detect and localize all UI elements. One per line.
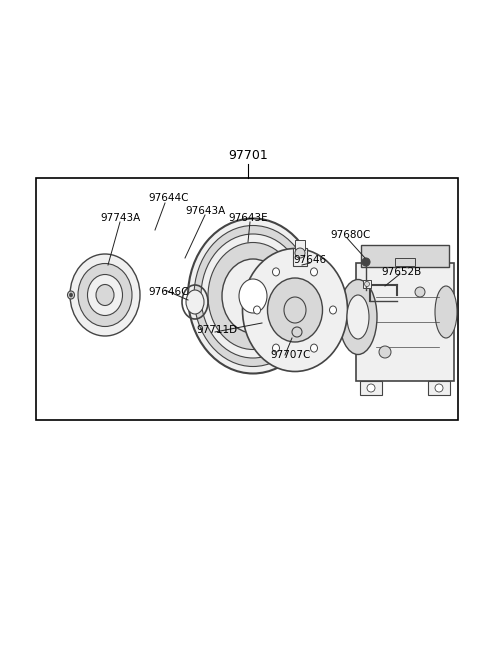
Ellipse shape [435, 286, 457, 338]
Ellipse shape [273, 268, 279, 276]
Ellipse shape [188, 219, 318, 373]
Bar [395, 258, 415, 266]
Ellipse shape [78, 263, 132, 326]
Bar [361, 245, 449, 267]
Text: 97711D: 97711D [196, 325, 237, 335]
Ellipse shape [329, 306, 336, 314]
Ellipse shape [311, 268, 317, 276]
Text: 97643E: 97643E [228, 213, 268, 223]
Ellipse shape [70, 254, 140, 336]
Ellipse shape [284, 297, 306, 323]
Text: 97743A: 97743A [100, 213, 140, 223]
Ellipse shape [273, 344, 279, 352]
Text: 97680C: 97680C [330, 230, 371, 240]
Ellipse shape [292, 327, 302, 337]
Ellipse shape [339, 280, 377, 354]
Ellipse shape [347, 295, 369, 339]
Ellipse shape [208, 242, 298, 350]
Ellipse shape [295, 248, 305, 258]
Text: 97707C: 97707C [270, 350, 311, 360]
Ellipse shape [435, 384, 443, 392]
Ellipse shape [242, 248, 348, 371]
Ellipse shape [239, 279, 267, 313]
Ellipse shape [68, 291, 74, 299]
Ellipse shape [364, 282, 370, 286]
Ellipse shape [253, 306, 261, 314]
Ellipse shape [311, 344, 317, 352]
Text: 97643A: 97643A [185, 206, 225, 216]
Bar [360, 381, 382, 395]
Text: 97652B: 97652B [381, 267, 421, 277]
Ellipse shape [70, 293, 72, 297]
Ellipse shape [194, 225, 312, 367]
Bar [293, 248, 307, 266]
Ellipse shape [367, 384, 375, 392]
Ellipse shape [362, 258, 370, 266]
Ellipse shape [186, 290, 204, 314]
Text: 97646C: 97646C [148, 287, 189, 297]
Bar [428, 381, 450, 395]
Ellipse shape [222, 259, 284, 333]
Ellipse shape [96, 284, 114, 305]
Text: 97644C: 97644C [148, 193, 189, 203]
Bar [36, 178, 458, 420]
Bar [363, 280, 371, 288]
Text: 97701: 97701 [228, 149, 268, 162]
Ellipse shape [201, 234, 305, 358]
Ellipse shape [267, 278, 323, 342]
Text: 97646: 97646 [293, 255, 326, 265]
Ellipse shape [415, 287, 425, 297]
Ellipse shape [87, 274, 122, 316]
Bar [356, 263, 454, 381]
Bar [295, 240, 305, 250]
Ellipse shape [379, 346, 391, 358]
